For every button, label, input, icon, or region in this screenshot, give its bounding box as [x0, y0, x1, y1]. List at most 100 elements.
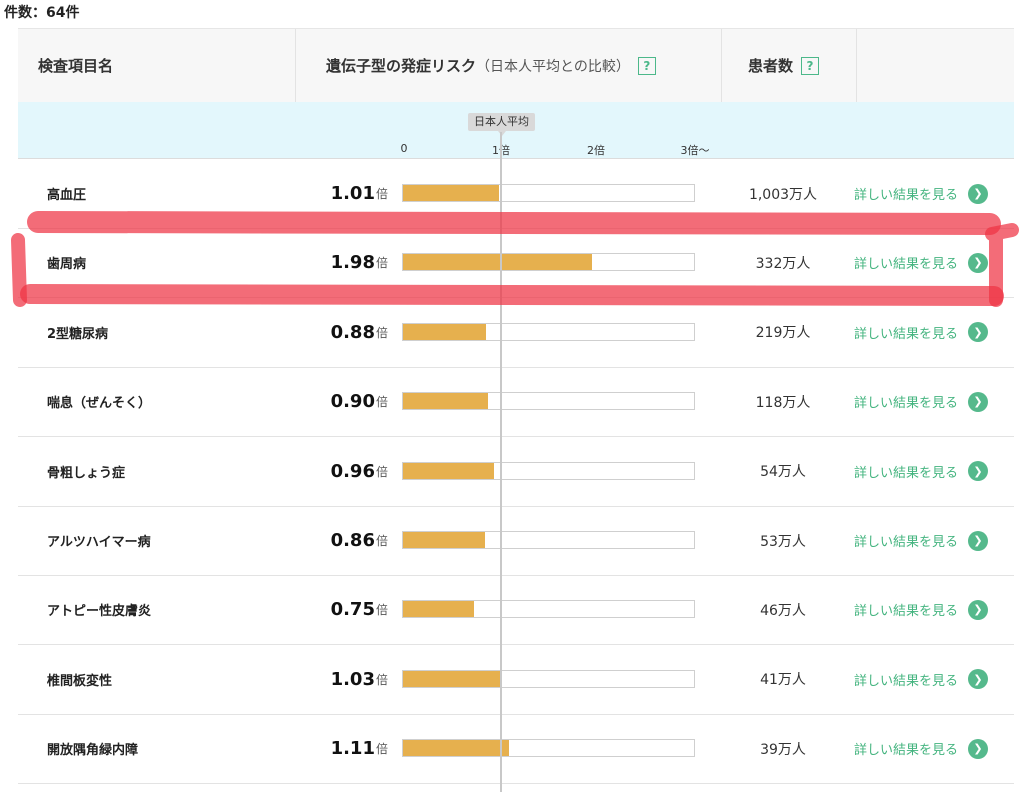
- risk-ratio: 1.03 倍: [331, 645, 388, 714]
- risk-ratio-unit: 倍: [375, 395, 388, 410]
- patient-count: 118万人: [755, 394, 811, 411]
- risk-ratio-value: 0.88: [330, 321, 375, 343]
- patient-count: 39万人: [760, 741, 806, 758]
- item-name: アトピー性皮膚炎: [47, 604, 152, 620]
- item-name: 開放隅角緑内障: [47, 743, 139, 759]
- risk-ratio-unit: 倍: [375, 534, 388, 548]
- detail-link-label[interactable]: 詳しい結果を見る: [854, 465, 959, 481]
- risk-ratio-unit: 倍: [375, 672, 388, 687]
- patients-help-icon[interactable]: ?: [801, 56, 820, 75]
- risk-ratio: 1.11 倍: [331, 714, 388, 783]
- risk-header-label: 遺伝子型の発症リスク: [326, 57, 477, 75]
- risk-bar-fill: [403, 740, 509, 757]
- risk-header: 遺伝子型の発症リスク （日本人平均との比較） ?: [326, 29, 656, 102]
- risk-scale: 日本人平均 0 1倍 2倍 3倍〜: [18, 102, 1014, 159]
- table-row: 開放隅角緑内障 1.11 倍 39万人 詳しい結果を見る ❯: [18, 714, 1014, 785]
- scale-tick-3: 3倍〜: [680, 144, 710, 157]
- risk-ratio-unit: 倍: [375, 464, 388, 479]
- table-row: アトピー性皮膚炎 0.75 倍 46万人 詳しい結果を見る ❯: [18, 575, 1014, 646]
- detail-link-label[interactable]: 詳しい結果を見る: [854, 673, 959, 689]
- patient-count: 53万人: [760, 533, 806, 550]
- risk-ratio: 1.01 倍: [331, 159, 388, 228]
- risk-bar: [402, 531, 695, 549]
- item-name: 椎間板変性: [47, 673, 113, 689]
- chevron-right-icon[interactable]: ❯: [968, 599, 989, 620]
- detail-link[interactable]: 詳しい結果を見る ❯: [854, 437, 989, 506]
- patient-count: 1,003万人: [748, 186, 818, 203]
- table-row: 歯周病 1.98 倍 332万人 詳しい結果を見る ❯: [18, 228, 1014, 299]
- detail-link[interactable]: 詳しい結果を見る ❯: [854, 298, 989, 367]
- chevron-right-icon[interactable]: ❯: [968, 322, 989, 343]
- risk-bar-fill: [403, 323, 487, 340]
- table-row: 高血圧 1.01 倍 1,003万人 詳しい結果を見る ❯: [18, 159, 1014, 229]
- item-name: 喘息（ぜんそく）: [47, 396, 152, 412]
- risk-bar: [402, 392, 695, 411]
- detail-link[interactable]: 詳しい結果を見る ❯: [854, 506, 989, 575]
- average-line: [500, 132, 502, 792]
- detail-link-label[interactable]: 詳しい結果を見る: [854, 604, 959, 620]
- item-name: 歯周病: [47, 257, 87, 273]
- chevron-right-icon[interactable]: ❯: [968, 252, 989, 273]
- detail-link-label[interactable]: 詳しい結果を見る: [854, 188, 959, 203]
- risk-ratio-value: 0.96: [330, 460, 375, 482]
- risk-bar: [402, 739, 695, 758]
- detail-link-label[interactable]: 詳しい結果を見る: [854, 535, 959, 550]
- risk-bar-fill: [403, 532, 485, 548]
- risk-bar-fill: [403, 462, 495, 479]
- scale-tick-2: 2倍: [587, 144, 605, 157]
- risk-ratio-value: 1.98: [330, 252, 375, 274]
- risk-bar: [402, 600, 695, 619]
- table-row: アルツハイマー病 0.86 倍 53万人 詳しい結果を見る ❯: [18, 506, 1014, 576]
- risk-bar-fill: [403, 185, 499, 201]
- risk-table: 検査項目名 遺伝子型の発症リスク （日本人平均との比較） ? 患者数 ? 日本人…: [18, 28, 1014, 798]
- chevron-right-icon[interactable]: ❯: [968, 391, 989, 412]
- table-header: 検査項目名 遺伝子型の発症リスク （日本人平均との比較） ? 患者数 ?: [18, 28, 1014, 103]
- risk-ratio-unit: 倍: [375, 256, 388, 271]
- risk-bar: [402, 184, 695, 202]
- chevron-right-icon[interactable]: ❯: [968, 530, 989, 551]
- risk-ratio-unit: 倍: [375, 603, 388, 618]
- risk-ratio: 0.96 倍: [331, 437, 388, 506]
- chevron-right-icon[interactable]: ❯: [968, 461, 989, 482]
- risk-ratio-value: 1.11: [330, 738, 375, 760]
- risk-ratio-value: 1.03: [330, 668, 375, 690]
- table-row: 骨粗しょう症 0.96 倍 54万人 詳しい結果を見る ❯: [18, 437, 1014, 507]
- risk-bar: [402, 461, 695, 480]
- risk-ratio-value: 0.75: [330, 599, 375, 621]
- detail-link-label[interactable]: 詳しい結果を見る: [854, 396, 959, 412]
- risk-ratio-value: 0.90: [330, 391, 375, 413]
- detail-link[interactable]: 詳しい結果を見る ❯: [854, 645, 989, 714]
- chevron-right-icon[interactable]: ❯: [968, 183, 989, 204]
- chevron-right-icon[interactable]: ❯: [968, 669, 989, 690]
- risk-ratio: 0.75 倍: [331, 575, 388, 644]
- patient-count: 332万人: [755, 255, 811, 272]
- risk-bar-fill: [403, 670, 501, 687]
- detail-link-label[interactable]: 詳しい結果を見る: [854, 743, 959, 759]
- detail-link[interactable]: 詳しい結果を見る ❯: [854, 575, 989, 644]
- detail-link-label[interactable]: 詳しい結果を見る: [854, 326, 959, 342]
- risk-ratio: 1.98 倍: [331, 228, 388, 297]
- risk-ratio-value: 1.01: [330, 183, 375, 204]
- risk-ratio-unit: 倍: [375, 187, 388, 201]
- risk-ratio-value: 0.86: [330, 530, 375, 551]
- risk-bar-fill: [403, 393, 489, 410]
- table-row: 喘息（ぜんそく） 0.90 倍 118万人 詳しい結果を見る ❯: [18, 367, 1014, 438]
- risk-bar: [402, 322, 695, 341]
- risk-bar-fill: [403, 601, 474, 618]
- risk-ratio-unit: 倍: [375, 325, 388, 340]
- chevron-right-icon[interactable]: ❯: [968, 738, 989, 759]
- risk-help-icon[interactable]: ?: [637, 56, 656, 75]
- detail-link[interactable]: 詳しい結果を見る ❯: [854, 714, 989, 783]
- result-count: 件数：64件: [4, 5, 80, 21]
- risk-bar: [402, 253, 695, 272]
- detail-link-label[interactable]: 詳しい結果を見る: [854, 257, 959, 273]
- detail-link[interactable]: 詳しい結果を見る ❯: [854, 159, 989, 228]
- detail-link[interactable]: 詳しい結果を見る ❯: [854, 228, 989, 297]
- table-row: 2型糖尿病 0.88 倍 219万人 詳しい結果を見る ❯: [18, 298, 1014, 368]
- detail-link[interactable]: 詳しい結果を見る ❯: [854, 367, 989, 436]
- patient-count: 219万人: [755, 325, 811, 342]
- risk-ratio: 0.90 倍: [331, 367, 388, 436]
- risk-bar: [402, 669, 695, 688]
- item-name-header: 検査項目名: [38, 57, 114, 75]
- risk-ratio-unit: 倍: [375, 742, 388, 757]
